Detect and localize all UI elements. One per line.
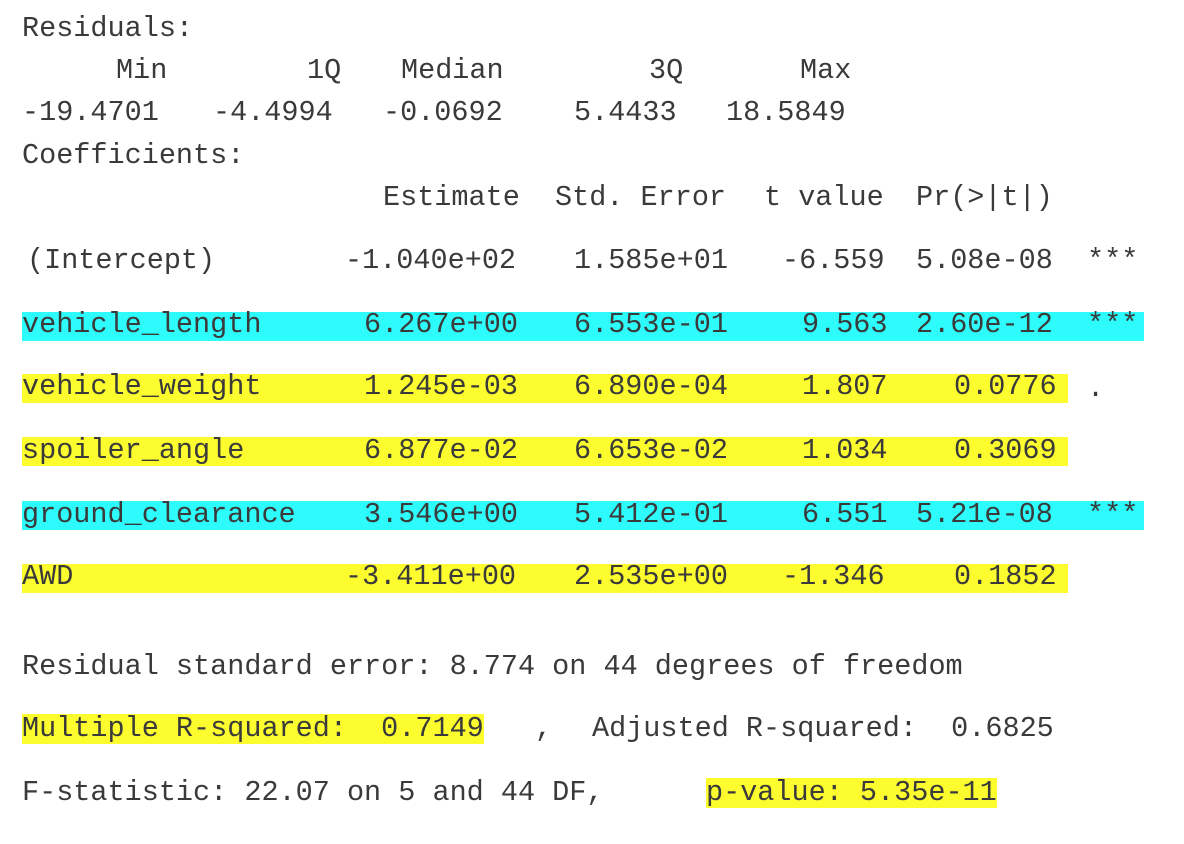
coef-row-name: ground_clearance <box>22 498 296 531</box>
coef-row-std-error: 1.585e+01 <box>574 244 728 277</box>
coef-row-std-error: 6.653e-02 <box>574 434 728 467</box>
coef-header-estimate: Estimate <box>383 181 520 214</box>
coef-row-name: (Intercept) <box>27 244 216 277</box>
coef-row-name: AWD <box>22 560 74 593</box>
coef-row-t-value: -6.559 <box>782 244 885 277</box>
coef-row-estimate: 1.245e-03 <box>364 370 518 403</box>
highlight-band-spoiler-angle <box>22 437 1068 466</box>
coef-row-t-value: 9.563 <box>802 308 888 341</box>
coef-row-signif: *** <box>1087 244 1139 277</box>
multiple-r-squared: Multiple R-squared: 0.7149 <box>22 712 484 745</box>
residual-value-median: -0.0692 <box>383 96 503 129</box>
residual-header-3q: 3Q <box>649 54 684 87</box>
highlight-band-vehicle-weight <box>22 374 1068 403</box>
coef-row-p-value: 5.08e-08 <box>916 244 1053 277</box>
coef-row-name: vehicle_weight <box>22 370 262 403</box>
p-value: p-value: 5.35e-11 <box>706 776 997 809</box>
coef-row-signif: *** <box>1087 308 1139 341</box>
coef-header-p-value: Pr(>|t|) <box>916 181 1053 214</box>
coef-row-estimate: -1.040e+02 <box>345 244 517 277</box>
residual-header-median: Median <box>401 54 504 87</box>
coef-row-estimate: 6.267e+00 <box>364 308 518 341</box>
coef-row-estimate: -3.411e+00 <box>345 560 517 593</box>
coef-row-name: vehicle_length <box>22 308 262 341</box>
coef-row-p-value: 5.21e-08 <box>916 498 1053 531</box>
residual-value-max: 18.5849 <box>726 96 846 129</box>
coef-row-t-value: 1.034 <box>802 434 888 467</box>
residual-standard-error: Residual standard error: 8.774 on 44 deg… <box>22 650 963 683</box>
coef-row-t-value: -1.346 <box>782 560 885 593</box>
residual-value-3q: 5.4433 <box>574 96 677 129</box>
coef-row-p-value: 0.0776 <box>954 370 1057 403</box>
highlight-band-ground-clearance <box>22 501 1144 530</box>
residual-value-min: -19.4701 <box>22 96 159 129</box>
coef-row-std-error: 6.890e-04 <box>574 370 728 403</box>
coef-row-p-value: 0.3069 <box>954 434 1057 467</box>
coef-row-signif: . <box>1087 372 1105 405</box>
highlight-band-vehicle-length <box>22 312 1144 341</box>
residual-header-max: Max <box>800 54 852 87</box>
f-statistic: F-statistic: 22.07 on 5 and 44 DF, <box>22 776 604 809</box>
coef-row-estimate: 3.546e+00 <box>364 498 518 531</box>
coef-row-estimate: 6.877e-02 <box>364 434 518 467</box>
coef-row-p-value: 2.60e-12 <box>916 308 1053 341</box>
coef-row-name: spoiler_angle <box>22 434 245 467</box>
coef-row-std-error: 5.412e-01 <box>574 498 728 531</box>
coef-row-std-error: 6.553e-01 <box>574 308 728 341</box>
residual-value-1q: -4.4994 <box>213 96 333 129</box>
coef-row-signif: *** <box>1087 498 1139 531</box>
coef-row-t-value: 6.551 <box>802 498 888 531</box>
coef-row-p-value: 0.1852 <box>954 560 1057 593</box>
coef-header-std-error: Std. Error <box>555 181 727 214</box>
coef-row-std-error: 2.535e+00 <box>574 560 728 593</box>
coef-header-t-value: t value <box>764 181 884 214</box>
residual-header-min: Min <box>116 54 168 87</box>
r-squared-comma: , <box>535 712 553 745</box>
coef-row-t-value: 1.807 <box>802 370 888 403</box>
adjusted-r-squared: Adjusted R-squared: 0.6825 <box>592 712 1054 745</box>
coefficients-title: Coefficients: <box>22 139 245 172</box>
highlight-band-awd <box>22 564 1068 593</box>
residual-header-1q: 1Q <box>307 54 342 87</box>
residuals-title: Residuals: <box>22 12 194 45</box>
